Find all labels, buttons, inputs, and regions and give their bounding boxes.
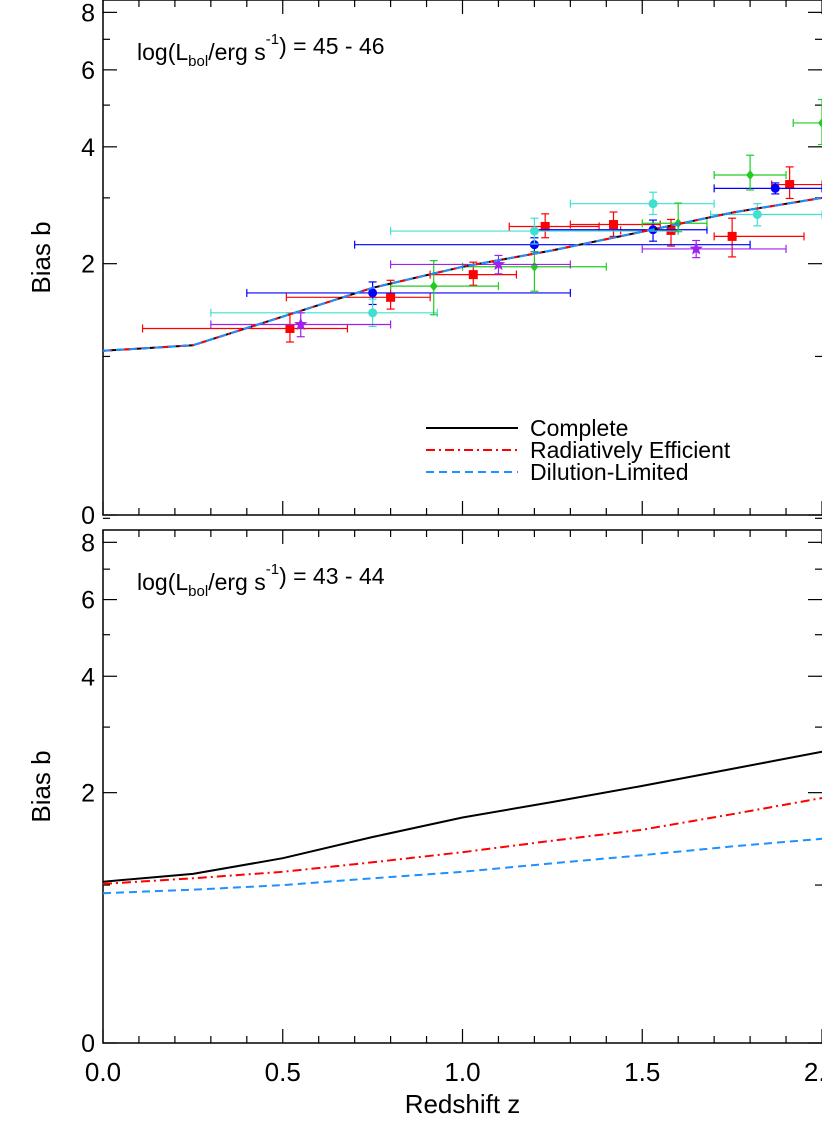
annotation-part: log(L: [137, 39, 188, 65]
data-point: [285, 279, 431, 310]
data-point: [709, 203, 822, 227]
marker-square: [608, 220, 618, 230]
data-point: [390, 260, 500, 316]
data-point: [508, 213, 600, 239]
annotation-part: /erg s: [208, 569, 266, 595]
data-point: [461, 251, 607, 292]
panel-1: 0 2 4 6 8 Bias b log(Lbol/erg s-1) = 45 - 46 Co…: [26, 0, 822, 530]
plot-frame: [102, 529, 822, 1044]
y-tick-label: 8: [81, 529, 95, 557]
marker-diamond: [746, 170, 755, 181]
marker-star: [294, 317, 308, 331]
legend-label: Complete: [530, 415, 628, 441]
marker-star: [491, 257, 506, 271]
marker-circle: [770, 183, 780, 193]
marker-circle: [752, 209, 762, 219]
data-point: [713, 154, 787, 191]
data-point: [641, 202, 708, 233]
data-point: [210, 298, 438, 328]
data-point: [792, 98, 822, 146]
y-tick-label: 0: [81, 1030, 95, 1058]
data-point: [390, 217, 679, 245]
plot-area: [103, 750, 822, 895]
marker-square: [727, 231, 737, 241]
data-point: [771, 166, 822, 200]
annotation-part: /erg s: [208, 39, 266, 65]
series-line-dilution-limited: [103, 837, 822, 895]
marker-diamond: [429, 281, 438, 292]
data-point: [210, 312, 392, 338]
marker-square: [785, 180, 795, 190]
marker-square: [285, 323, 295, 333]
data-point: [246, 281, 571, 306]
marker-diamond: [530, 261, 539, 272]
x-tick-label: 1.5: [624, 1057, 660, 1087]
marker-circle: [368, 308, 378, 318]
annotation-part: bol: [188, 53, 208, 70]
annotation-part: log(L: [137, 569, 188, 595]
marker-circle: [529, 226, 539, 236]
marker-square: [468, 270, 478, 280]
data-point: [713, 217, 805, 258]
data-point: [569, 191, 715, 216]
plot-area: [103, 98, 822, 352]
y-axis-label: Bias b: [26, 221, 56, 293]
annotation-part: ) = 45 - 46: [279, 33, 384, 59]
data-point: [390, 254, 571, 275]
data-point: [713, 182, 822, 195]
x-tick-label: 0.0: [85, 1057, 121, 1087]
series-line-radiatively-efficient: [103, 797, 822, 885]
x-tick-label: 2.0: [804, 1057, 822, 1087]
series-line-complete: [103, 750, 822, 883]
y-tick-label: 0: [81, 502, 95, 530]
marker-circle: [648, 199, 658, 209]
data-point: [141, 312, 349, 343]
annotation-part: -1: [266, 31, 279, 48]
y-tick-label: 6: [81, 587, 95, 615]
legend-label: Radiatively Efficient: [530, 437, 731, 463]
y-tick-label: 6: [81, 57, 95, 85]
marker-square: [666, 225, 676, 235]
y-tick-label: 2: [81, 251, 95, 279]
data-point: [641, 239, 787, 259]
x-axis-label: Redshift z: [405, 1089, 521, 1119]
marker-square: [540, 221, 550, 231]
x-tick-label: 1.0: [444, 1057, 480, 1087]
luminosity-annotation: log(Lbol/erg s-1) = 43 - 44: [137, 561, 385, 600]
luminosity-annotation: log(Lbol/erg s-1) = 45 - 46: [137, 31, 385, 70]
marker-circle: [368, 288, 378, 298]
y-axis-label: Bias b: [26, 750, 56, 822]
annotation-part: bol: [188, 583, 208, 600]
y-tick-label: 8: [81, 0, 95, 27]
marker-square: [386, 292, 396, 302]
y-tick-label: 4: [81, 663, 95, 691]
marker-star: [689, 241, 703, 255]
y-tick-label: 4: [81, 134, 95, 162]
panel-2: 0 2 4 6 8 Bias b 0.0 0.5 1.0 1.5 2.0 Redshift z log(…: [26, 517, 822, 1119]
marker-diamond: [818, 117, 822, 128]
plot-frame: [102, 0, 822, 516]
marker-circle: [529, 240, 539, 250]
x-tick-label: 0.5: [265, 1057, 301, 1087]
y-tick-label: 2: [81, 780, 95, 808]
legend-label: Dilution-Limited: [530, 459, 689, 485]
series-line-dilution-limited: [103, 196, 822, 352]
annotation-part: ) = 43 - 44: [279, 563, 385, 589]
data-point: [569, 211, 661, 238]
annotation-part: -1: [266, 561, 279, 578]
